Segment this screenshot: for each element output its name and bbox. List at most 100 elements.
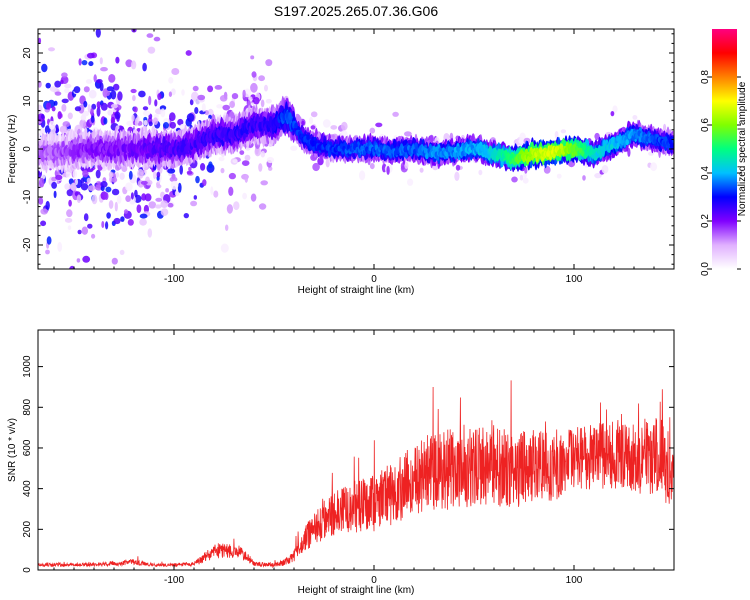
spectrogram-cell: [40, 208, 48, 215]
spectrogram-cell: [244, 154, 251, 161]
spectrogram-cell: [66, 189, 74, 197]
spectrogram-cell: [86, 52, 95, 59]
spectrogram-cell: [116, 195, 122, 204]
spectrogram-cell: [169, 176, 178, 182]
spectrogram-cell: [554, 131, 559, 139]
spectrogram-cell: [54, 80, 62, 88]
spectrogram-cell: [93, 74, 97, 83]
spectrogram-cell: [306, 134, 310, 141]
spectrogram-cell: [601, 165, 609, 174]
spectrogram-cell: [167, 202, 174, 208]
spectrogram-cell: [160, 108, 166, 118]
spectrogram-cell: [195, 175, 200, 184]
spectrogram-cell: [126, 120, 134, 127]
spectrogram-cell: [88, 61, 94, 67]
spectrogram-cell: [148, 121, 153, 127]
spectrogram-cell: [522, 177, 529, 184]
spectrogram-cell: [228, 186, 234, 196]
spectrogram-cell: [41, 114, 45, 119]
spectrogram-cell: [310, 125, 316, 130]
spectrogram-cell: [67, 225, 72, 230]
figure-title: S197.2025.265.07.36.G06: [274, 3, 438, 19]
spectrogram-cell: [226, 204, 233, 214]
spectrogram-cell: [61, 98, 69, 104]
spectrogram-cell: [266, 156, 274, 164]
spectrogram-cell: [386, 165, 390, 175]
spectrogram-cell: [264, 84, 268, 92]
spectrogram-cell: [452, 151, 457, 158]
spectrogram-cell: [443, 133, 450, 142]
spectrogram-cell: [100, 102, 108, 111]
spectrogram-cell: [67, 112, 73, 120]
x-tick-label: 0: [371, 575, 377, 586]
spectrogram-cell: [139, 218, 147, 226]
spectrogram-cell: [61, 284, 69, 289]
spectrogram-cell: [650, 162, 658, 172]
spectrogram-cell: [231, 93, 239, 100]
spectrogram-cell: [38, 80, 42, 88]
spectrogram-cell: [108, 200, 114, 209]
spectrogram-cell: [669, 142, 674, 149]
spectrogram-cell: [220, 167, 225, 174]
spectrogram-cell: [149, 309, 153, 316]
spectrogram-cell: [73, 86, 81, 94]
spectrogram-cell: [111, 188, 120, 196]
x-tick-label: 0: [371, 274, 377, 285]
spectrogram-cell: [111, 257, 118, 265]
spectrogram-cell: [38, 197, 44, 205]
spectrogram-cell: [108, 171, 114, 179]
spectrogram-cell: [369, 127, 376, 134]
spectrogram-cell: [177, 118, 184, 126]
spectrogram-cell: [148, 201, 157, 209]
spectrogram-cell: [143, 119, 148, 126]
spectrogram-cell: [153, 36, 161, 42]
spectrogram-cell: [594, 172, 602, 179]
spectrogram-cell: [419, 167, 424, 173]
spectrogram-cell: [100, 181, 108, 188]
spectrogram-cell: [81, 110, 90, 117]
spectrogram-cell: [265, 59, 273, 67]
spectrogram-cell: [120, 216, 125, 222]
spectrogram-cell: [108, 74, 116, 83]
snr-y-axis-title: SNR (10 * v/v): [7, 418, 18, 482]
spectrogram-cell: [192, 85, 199, 92]
spectrogram-cell: [127, 219, 134, 226]
spectrogram-cell: [65, 171, 71, 178]
spectrogram-cell: [134, 117, 139, 127]
colorbar-tick-label: 0.4: [700, 166, 711, 180]
spectrogram-cell: [594, 132, 600, 140]
spectrogram-cell: [186, 113, 195, 122]
spectrogram-cell: [89, 108, 94, 116]
spectrogram-cell: [77, 229, 82, 235]
spectrogram-cell: [220, 243, 229, 253]
spectrogram-cell: [85, 79, 93, 84]
spectrogram-cell: [55, 174, 63, 181]
spectrogram-cell: [204, 110, 209, 116]
y-tick-label: 20: [22, 47, 33, 59]
spectrogram-cell: [68, 199, 72, 207]
spectrogram-cell: [91, 233, 96, 239]
spectrogram-cell: [77, 300, 84, 308]
spectrogram-cell: [168, 77, 174, 84]
spectrogram-cell: [258, 75, 265, 82]
spectrogram-cell: [228, 172, 236, 180]
spectrogram-cell: [179, 124, 185, 130]
spectrogram-cell: [95, 29, 101, 38]
spectrogram-cell: [91, 103, 97, 110]
spectrogram-cell: [160, 208, 169, 217]
colorbar-scale: [712, 29, 737, 269]
spectrogram-cell: [105, 186, 112, 193]
spectrogram-cell: [83, 86, 90, 93]
spectrogram-cell: [610, 111, 615, 117]
spectrogram-cell: [207, 85, 214, 93]
spectrogram-cell: [133, 106, 138, 113]
spectrogram-cell: [455, 164, 461, 171]
spectrogram-cell: [250, 82, 258, 93]
spectrogram-cell: [244, 174, 248, 183]
spectrogram-cell: [250, 55, 255, 60]
spectrogram-cell: [265, 98, 272, 104]
spectrogram-cell: [627, 147, 631, 157]
spectrogram-cell: [288, 112, 292, 121]
colorbar-tick-label: 0.2: [700, 214, 711, 228]
spectrogram-cell: [110, 89, 117, 100]
